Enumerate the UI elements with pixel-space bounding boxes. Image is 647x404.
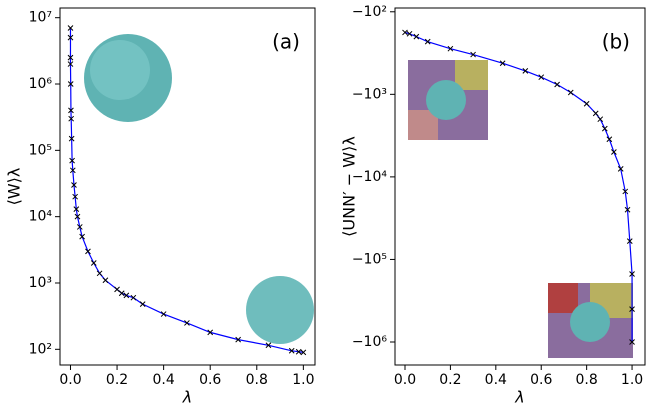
marker xyxy=(73,206,80,212)
marker xyxy=(265,342,272,349)
marker xyxy=(130,294,137,301)
marker xyxy=(79,233,85,240)
marker xyxy=(184,320,190,326)
y-axis-label: ⟨W⟩λ xyxy=(5,168,24,206)
marker xyxy=(611,149,617,155)
marker xyxy=(85,248,91,255)
x-tick-label: 0.0 xyxy=(59,372,81,388)
y-tick-label: −10³ xyxy=(352,86,387,102)
marker xyxy=(114,286,120,293)
marker xyxy=(96,270,103,277)
marker xyxy=(235,336,242,343)
marker xyxy=(67,61,74,67)
y-tick-label: 10² xyxy=(29,341,52,357)
marker xyxy=(76,224,83,230)
inset-image xyxy=(246,276,314,344)
marker xyxy=(67,81,74,87)
marker xyxy=(67,25,74,31)
marker xyxy=(617,166,624,172)
marker xyxy=(288,347,295,354)
marker xyxy=(68,135,75,142)
marker xyxy=(68,115,75,122)
marker xyxy=(601,125,608,132)
y-tick-label: −10⁴ xyxy=(352,169,388,185)
marker xyxy=(470,51,476,58)
x-tick-label: 0.8 xyxy=(576,372,598,388)
panel-label: (a) xyxy=(272,30,300,54)
marker xyxy=(67,54,74,61)
marker xyxy=(123,292,130,299)
x-tick-label: 0.2 xyxy=(106,372,128,388)
marker xyxy=(629,306,635,312)
marker xyxy=(72,193,78,200)
x-tick-label: 0.2 xyxy=(439,372,461,388)
marker xyxy=(622,188,629,195)
x-tick-label: 0.4 xyxy=(152,372,174,388)
inset-image xyxy=(426,80,466,120)
marker xyxy=(624,206,631,213)
y-tick-label: −10⁶ xyxy=(352,334,388,350)
marker xyxy=(102,277,109,284)
x-tick-label: 0.0 xyxy=(394,372,416,388)
y-tick-label: 10⁵ xyxy=(29,142,52,158)
x-axis-label: λ xyxy=(514,388,524,404)
marker xyxy=(413,33,420,40)
marker xyxy=(402,29,408,36)
y-tick-label: 10⁶ xyxy=(29,76,53,92)
x-tick-label: 0.6 xyxy=(199,372,221,388)
marker xyxy=(554,81,560,88)
marker xyxy=(538,74,545,81)
marker xyxy=(424,38,431,45)
y-tick-label: 10³ xyxy=(29,275,52,291)
plot-frame xyxy=(394,7,646,366)
x-tick-label: 1.0 xyxy=(292,372,314,388)
inset-image xyxy=(90,40,150,100)
marker xyxy=(295,348,302,355)
marker xyxy=(139,301,146,307)
panel-label: (b) xyxy=(602,30,630,54)
data-line xyxy=(404,31,633,342)
marker xyxy=(629,339,635,345)
inset-image xyxy=(455,60,488,90)
marker xyxy=(207,329,214,336)
marker xyxy=(300,349,307,356)
marker xyxy=(447,45,454,52)
y-tick-label: −10⁵ xyxy=(352,251,387,267)
y-axis-label: ⟨UNN′ − W⟩λ xyxy=(340,136,359,237)
marker xyxy=(583,100,590,107)
marker xyxy=(71,182,77,188)
inset-images xyxy=(84,34,633,358)
y-tick-label: −10² xyxy=(352,4,387,20)
x-tick-label: 0.4 xyxy=(485,372,507,388)
marker xyxy=(160,311,167,317)
marker xyxy=(90,260,97,266)
marker xyxy=(567,89,574,96)
marker xyxy=(522,68,529,74)
x-tick-label: 0.8 xyxy=(246,372,268,388)
inset-image xyxy=(570,302,610,342)
marker xyxy=(67,34,74,41)
marker xyxy=(499,60,506,67)
marker xyxy=(68,107,74,114)
y-tick-label: 10⁴ xyxy=(29,209,53,225)
marker xyxy=(606,136,613,143)
x-axis-label: λ xyxy=(182,388,192,404)
y-tick-label: 10⁷ xyxy=(29,10,52,26)
x-tick-label: 1.0 xyxy=(621,372,643,388)
marker xyxy=(118,290,125,297)
marker xyxy=(626,238,633,244)
marker xyxy=(69,157,75,164)
marker xyxy=(74,213,81,220)
x-tick-label: 0.6 xyxy=(530,372,552,388)
marker xyxy=(597,116,604,123)
marker xyxy=(69,167,76,174)
marker xyxy=(406,30,413,37)
inset-image xyxy=(548,283,578,313)
marker xyxy=(629,271,635,277)
marker xyxy=(592,110,599,117)
plot-frame xyxy=(59,7,316,366)
